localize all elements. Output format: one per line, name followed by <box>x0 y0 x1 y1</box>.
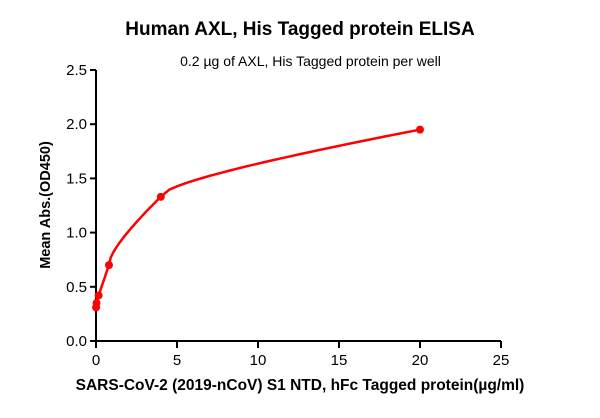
x-axis-label: SARS-CoV-2 (2019-nCoV) S1 NTD, hFc Tagge… <box>75 377 525 394</box>
chart-title: Human AXL, His Tagged protein ELISA <box>125 19 475 40</box>
svg-text:5: 5 <box>173 352 181 369</box>
y-tick: 0.0 <box>66 333 96 350</box>
data-point <box>104 261 113 270</box>
svg-text:0.5: 0.5 <box>66 279 87 296</box>
svg-text:15: 15 <box>331 352 348 369</box>
data-point <box>416 125 424 134</box>
svg-text:1.0: 1.0 <box>66 225 87 242</box>
data-point <box>92 299 101 308</box>
axes: 0.0 0.5 1.0 1.5 2.0 2.5 0 5 10 15 20 25 <box>66 62 509 369</box>
x-tick: 10 <box>250 341 267 369</box>
data-points <box>92 125 424 312</box>
svg-text:20: 20 <box>412 352 429 369</box>
svg-text:0: 0 <box>92 352 100 369</box>
svg-text:0.0: 0.0 <box>66 333 87 350</box>
fit-curve <box>94 128 421 308</box>
x-tick: 25 <box>493 341 510 369</box>
data-point <box>94 291 103 300</box>
svg-text:1.5: 1.5 <box>66 170 87 187</box>
y-tick: 2.0 <box>66 116 96 133</box>
y-tick: 0.5 <box>66 279 96 296</box>
chart-subtitle: 0.2 µg of AXL, His Tagged protein per we… <box>180 53 441 69</box>
svg-text:10: 10 <box>250 352 267 369</box>
x-tick: 20 <box>412 341 429 369</box>
x-tick: 0 <box>92 341 100 369</box>
data-point <box>156 192 165 201</box>
y-tick: 1.5 <box>66 170 96 187</box>
x-tick: 15 <box>331 341 348 369</box>
x-tick: 5 <box>173 341 181 369</box>
y-tick: 2.5 <box>66 62 96 79</box>
svg-text:25: 25 <box>493 352 510 369</box>
y-tick: 1.0 <box>66 225 96 242</box>
svg-text:2.0: 2.0 <box>66 116 87 133</box>
svg-text:2.5: 2.5 <box>66 62 87 79</box>
